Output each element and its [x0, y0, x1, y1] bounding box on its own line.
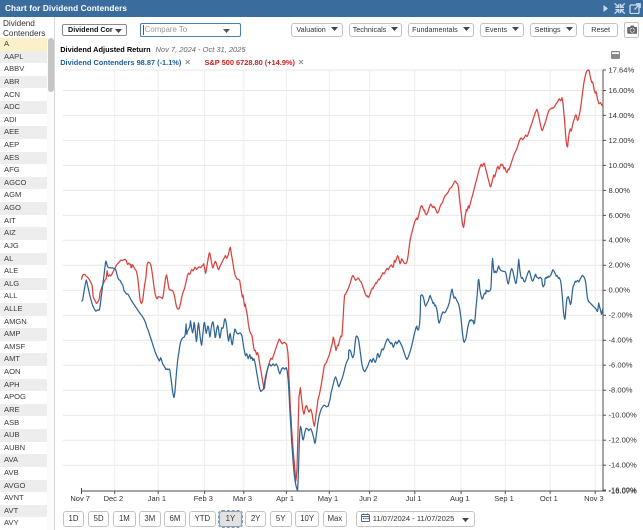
svg-text:-6.00%: -6.00%	[609, 361, 633, 370]
svg-text:Nov 3: Nov 3	[584, 494, 604, 503]
svg-text:-4.00%: -4.00%	[609, 336, 633, 345]
svg-text:-16.07%: -16.07%	[609, 486, 638, 495]
svg-text:-16.00%: -16.00%	[609, 486, 638, 495]
svg-text:16.00%: 16.00%	[609, 86, 635, 95]
svg-text:Jan 1: Jan 1	[148, 494, 166, 503]
svg-text:10.00%: 10.00%	[609, 161, 635, 170]
svg-text:-2.00%: -2.00%	[609, 311, 633, 320]
svg-text:-10.00%: -10.00%	[609, 411, 638, 420]
svg-text:2.00%: 2.00%	[609, 261, 631, 270]
svg-text:8.00%: 8.00%	[609, 186, 631, 195]
svg-text:Dec 2: Dec 2	[104, 494, 124, 503]
svg-text:Sep 1: Sep 1	[494, 494, 514, 503]
svg-text:Aug 1: Aug 1	[450, 494, 470, 503]
svg-text:12.00%: 12.00%	[609, 136, 635, 145]
svg-text:Mar 3: Mar 3	[233, 494, 252, 503]
svg-text:4.00%: 4.00%	[609, 236, 631, 245]
svg-text:May 1: May 1	[318, 494, 338, 503]
svg-text:Jul 1: Jul 1	[406, 494, 422, 503]
svg-text:Nov 7: Nov 7	[70, 494, 90, 503]
svg-text:Feb 3: Feb 3	[194, 494, 213, 503]
svg-text:17.64%: 17.64%	[609, 65, 635, 74]
svg-text:Oct 1: Oct 1	[540, 494, 558, 503]
svg-text:-8.00%: -8.00%	[609, 386, 633, 395]
svg-text:Jun 2: Jun 2	[359, 494, 377, 503]
svg-text:0.00%: 0.00%	[609, 286, 631, 295]
svg-text:Apr 1: Apr 1	[276, 494, 294, 503]
svg-text:14.00%: 14.00%	[609, 111, 635, 120]
svg-text:6.00%: 6.00%	[609, 211, 631, 220]
svg-text:-12.00%: -12.00%	[609, 436, 638, 445]
svg-text:-14.00%: -14.00%	[609, 461, 638, 470]
